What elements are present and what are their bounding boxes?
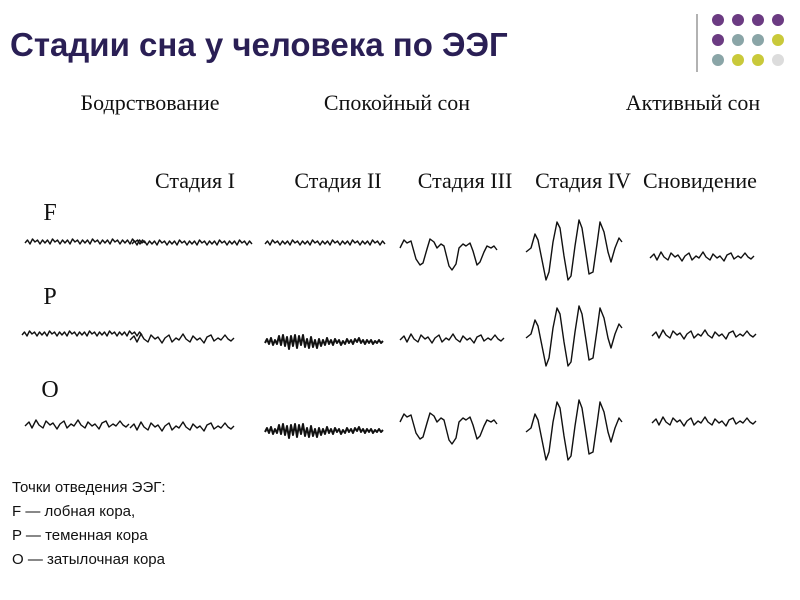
eeg-trace <box>24 238 146 245</box>
stage-header: Стадия II <box>294 168 381 193</box>
eeg-trace <box>131 239 253 246</box>
eeg-trace <box>24 419 130 430</box>
eeg-trace <box>399 412 498 445</box>
eeg-trace <box>651 329 757 340</box>
caption-line: F — лобная кора, <box>12 503 135 520</box>
eeg-traces <box>21 219 757 461</box>
eeg-trace <box>129 421 235 432</box>
lead-label: P <box>43 284 56 310</box>
group-header: Бодрствование <box>81 90 220 115</box>
stage-header: Стадия I <box>155 168 235 193</box>
eeg-trace <box>264 334 384 350</box>
eeg-trace <box>264 239 386 246</box>
decor-dots <box>712 14 784 66</box>
group-header: Спокойный сон <box>324 90 470 115</box>
eeg-trace <box>399 333 505 344</box>
eeg-trace <box>525 305 623 367</box>
lead-label: O <box>41 377 58 403</box>
eeg-trace <box>399 238 498 271</box>
eeg-trace <box>649 251 755 262</box>
stage-header: Стадия III <box>418 168 513 193</box>
lead-label: F <box>43 200 56 226</box>
stage-header: Сновидение <box>643 168 757 193</box>
caption-line: O — затылочная кора <box>12 551 166 568</box>
stage-header: Стадия IV <box>535 168 631 193</box>
eeg-trace <box>21 330 143 337</box>
eeg-trace <box>651 416 757 427</box>
slide-title: Стадии сна у человека по ЭЭГ <box>10 26 508 63</box>
group-header: Активный сон <box>626 90 761 115</box>
eeg-trace <box>264 423 384 439</box>
caption-line: P — теменная кора <box>12 527 148 544</box>
eeg-trace <box>525 399 623 461</box>
caption-line: Точки отведения ЭЭГ: <box>12 479 166 496</box>
eeg-trace <box>525 219 623 281</box>
eeg-trace <box>129 333 235 344</box>
